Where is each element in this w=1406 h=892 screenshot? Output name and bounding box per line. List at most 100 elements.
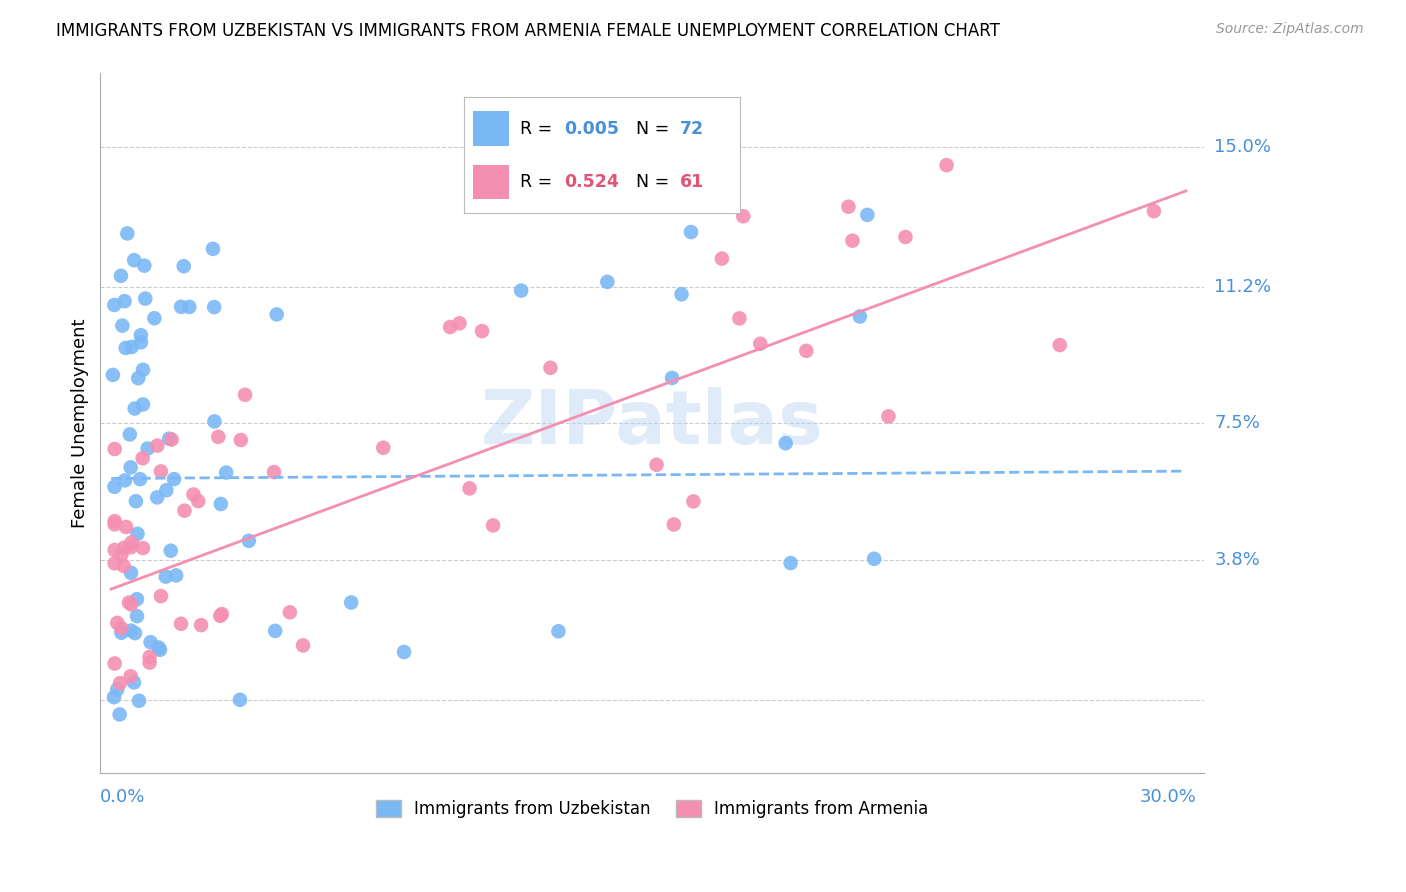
Point: [128, 694, 150, 708]
Point: [127, 526, 149, 541]
Point: [110, 625, 132, 640]
Point: [661, 371, 683, 385]
Point: [340, 595, 363, 609]
Point: [103, 480, 125, 494]
Text: 15.0%: 15.0%: [1215, 137, 1271, 156]
Point: [111, 318, 134, 333]
Point: [124, 401, 146, 416]
Point: [841, 234, 863, 248]
Point: [207, 430, 229, 444]
Point: [173, 503, 195, 517]
Point: [148, 640, 170, 655]
Point: [173, 259, 195, 273]
Point: [104, 517, 127, 532]
Point: [733, 209, 755, 223]
Point: [120, 669, 142, 683]
Point: [138, 649, 160, 664]
Point: [749, 336, 772, 351]
Point: [112, 541, 135, 555]
Point: [510, 284, 533, 298]
Point: [170, 300, 193, 314]
Point: [263, 465, 285, 479]
Point: [179, 300, 201, 314]
Point: [229, 433, 252, 447]
Point: [1049, 338, 1071, 352]
Point: [856, 208, 879, 222]
Point: [170, 616, 193, 631]
Point: [215, 466, 238, 480]
Point: [849, 310, 872, 324]
Point: [471, 324, 494, 338]
Text: Source: ZipAtlas.com: Source: ZipAtlas.com: [1216, 22, 1364, 37]
Point: [278, 605, 301, 619]
Point: [120, 460, 142, 475]
Point: [157, 432, 180, 446]
Point: [146, 491, 169, 505]
Point: [209, 497, 232, 511]
Point: [104, 557, 127, 571]
Point: [266, 307, 288, 321]
Y-axis label: Female Unemployment: Female Unemployment: [72, 318, 89, 528]
Point: [679, 225, 702, 239]
Point: [118, 596, 141, 610]
Point: [103, 690, 125, 705]
Point: [449, 316, 471, 330]
Point: [124, 626, 146, 640]
Point: [110, 547, 132, 561]
Point: [134, 292, 156, 306]
Point: [201, 242, 224, 256]
Point: [120, 598, 142, 612]
Point: [264, 624, 287, 638]
Point: [204, 414, 226, 428]
Point: [292, 639, 315, 653]
Point: [160, 433, 183, 447]
Point: [682, 494, 704, 508]
Point: [439, 320, 461, 334]
Point: [115, 520, 138, 534]
Text: 30.0%: 30.0%: [1140, 789, 1197, 806]
Point: [894, 230, 917, 244]
Point: [238, 533, 260, 548]
Point: [110, 268, 132, 283]
Point: [863, 551, 886, 566]
Point: [104, 442, 127, 456]
Point: [837, 200, 859, 214]
Point: [117, 227, 139, 241]
Point: [229, 693, 252, 707]
Point: [132, 541, 155, 555]
Point: [134, 259, 156, 273]
Point: [392, 645, 415, 659]
Point: [146, 439, 169, 453]
Point: [538, 360, 561, 375]
Point: [159, 543, 181, 558]
Point: [794, 343, 817, 358]
Point: [645, 458, 668, 472]
Point: [132, 397, 155, 411]
Point: [877, 409, 900, 424]
Point: [132, 363, 155, 377]
Point: [105, 615, 128, 630]
Point: [187, 494, 209, 508]
Point: [547, 624, 569, 639]
Point: [121, 340, 143, 354]
Point: [125, 592, 148, 607]
Point: [125, 609, 148, 624]
Point: [209, 608, 232, 623]
Point: [671, 287, 693, 301]
Point: [129, 335, 152, 350]
Point: [110, 621, 132, 635]
Point: [143, 311, 166, 326]
Point: [129, 472, 152, 486]
Point: [101, 368, 124, 382]
Point: [105, 682, 128, 697]
Point: [163, 472, 186, 486]
Point: [211, 607, 233, 621]
Point: [1143, 204, 1166, 219]
Point: [114, 294, 136, 309]
Point: [118, 427, 141, 442]
Point: [120, 624, 142, 638]
Text: IMMIGRANTS FROM UZBEKISTAN VS IMMIGRANTS FROM ARMENIA FEMALE UNEMPLOYMENT CORREL: IMMIGRANTS FROM UZBEKISTAN VS IMMIGRANTS…: [56, 22, 1000, 40]
Point: [139, 635, 162, 649]
Point: [120, 566, 142, 580]
Point: [662, 517, 685, 532]
